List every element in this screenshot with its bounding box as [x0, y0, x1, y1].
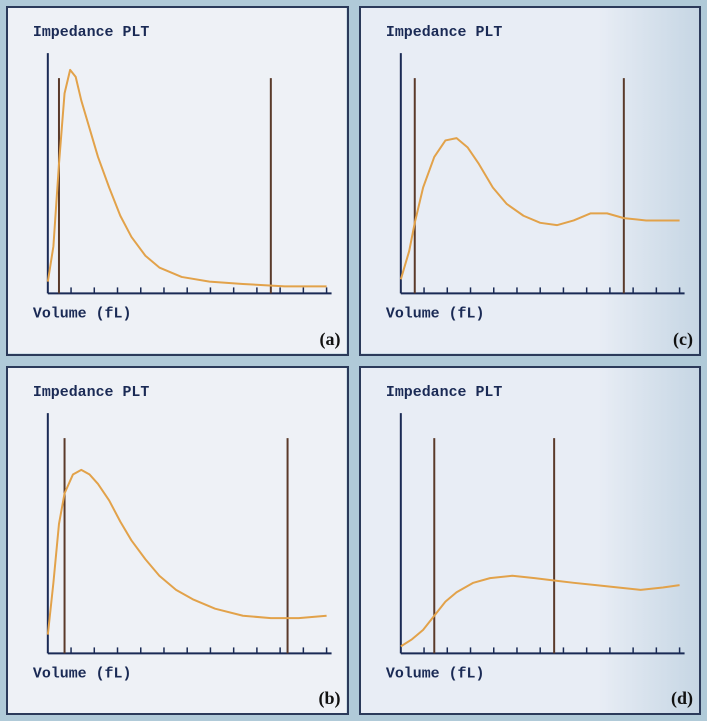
- x-axis-label: Volume (fL): [385, 306, 484, 322]
- x-axis-label: Volume (fL): [385, 666, 484, 682]
- panel-a-label: (a): [320, 329, 341, 350]
- chart-title: Impedance PLT: [33, 385, 149, 401]
- panel-d-label: (d): [671, 688, 693, 709]
- panel-d: Impedance PLT Volume (fL) (d): [359, 366, 702, 716]
- panel-b-label: (b): [319, 688, 341, 709]
- panel-c-label: (c): [673, 329, 693, 350]
- panel-a: Impedance PLT Volume (fL) (a): [6, 6, 349, 356]
- chart-grid: Impedance PLT Volume (fL) (a) Impedance P…: [0, 0, 707, 721]
- x-axis-label: Volume (fL): [33, 306, 132, 322]
- chart-title: Impedance PLT: [33, 25, 149, 41]
- chart-title: Impedance PLT: [385, 25, 501, 41]
- panel-c: Impedance PLT Volume (fL) (c): [359, 6, 702, 356]
- chart-title: Impedance PLT: [385, 385, 501, 401]
- panel-b: Impedance PLT Volume (fL) (b): [6, 366, 349, 716]
- x-axis-label: Volume (fL): [33, 666, 132, 682]
